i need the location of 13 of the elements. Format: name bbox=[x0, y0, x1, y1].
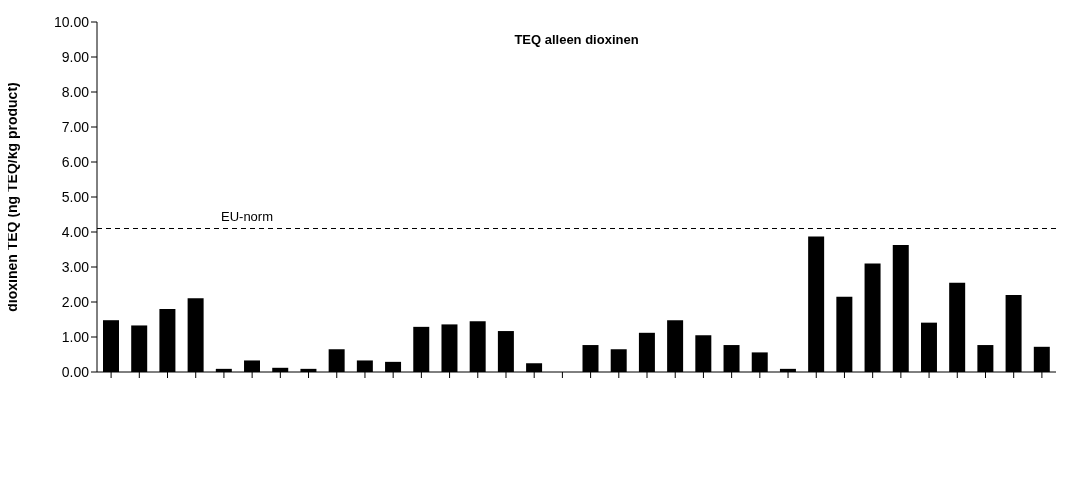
y-tick-label: 4.00 bbox=[61, 223, 90, 240]
y-tick-label: 2.00 bbox=[61, 293, 90, 310]
y-tick-label: 6.00 bbox=[61, 153, 90, 170]
y-tick-label: 7.00 bbox=[61, 118, 90, 135]
text: TEQ alleen dioxinen bbox=[514, 32, 639, 47]
y-tick-label: 9.00 bbox=[61, 48, 90, 65]
ref-line-label: EU-norm bbox=[221, 208, 274, 224]
y-tick-label: 0.00 bbox=[61, 363, 90, 380]
y-tick-label: 10.00 bbox=[53, 13, 90, 30]
y-tick-label: 1.00 bbox=[61, 328, 90, 345]
y-tick-label: 5.00 bbox=[61, 188, 90, 205]
y-tick-label: 3.00 bbox=[61, 258, 90, 275]
y-tick-label: 8.00 bbox=[61, 83, 90, 100]
